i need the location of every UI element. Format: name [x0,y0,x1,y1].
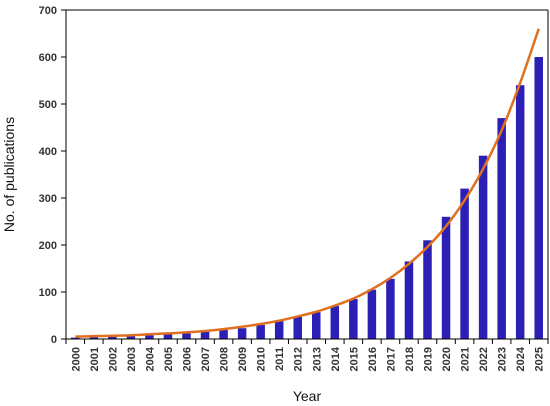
bar [497,118,506,339]
y-tick-label: 300 [39,193,57,205]
bar [182,333,191,339]
axes-layer [65,9,549,340]
y-tick-label: 100 [39,287,57,299]
bar [478,155,488,339]
x-tick-label: 2023 [497,347,509,371]
y-tick-label: 600 [39,52,57,64]
x-tick-label: 2009 [237,347,249,371]
trend-line [75,28,540,338]
x-tick-label: 2017 [385,347,397,371]
bar [367,289,377,339]
x-tick-label: 2008 [219,347,231,371]
bar [404,261,414,339]
y-tick-label: 400 [39,146,57,158]
x-tick-label: 2014 [330,346,342,371]
y-tick-label: 0 [51,334,57,346]
x-tick-label: 2007 [200,347,212,371]
bar [441,216,451,339]
bar [349,299,358,339]
bar [312,312,321,339]
x-tick-label: 2019 [423,347,435,371]
x-tick-label: 2013 [311,347,323,371]
bar [515,85,525,339]
x-tick-label: 2006 [182,347,194,371]
bar [534,57,543,339]
bar [89,337,99,339]
y-ticks: 0 100 200 300 400 500 600 700 [39,5,66,346]
x-tick-label: 2002 [107,347,119,371]
bar [200,331,210,339]
y-axis-title: No. of publications [1,117,17,232]
x-tick-label: 2012 [293,347,305,371]
x-tick-label: 2004 [144,346,156,371]
bars-layer [71,57,543,339]
x-ticks: 2000 2001 2002 2003 2004 2005 2006 2007 2008 2009… [65,339,549,371]
bar [108,336,117,339]
bar [219,330,228,339]
trend-layer [75,28,540,338]
bar [145,335,154,339]
x-tick-label: 2018 [404,347,416,371]
bar [237,328,247,339]
x-tick-label: 2010 [256,347,268,371]
x-tick-label: 2015 [348,347,360,371]
x-tick-label: 2003 [126,347,138,371]
x-tick-label: 2001 [89,347,101,371]
x-tick-label: 2016 [367,347,379,371]
bar [293,316,302,339]
x-tick-label: 2020 [441,347,453,371]
x-axis-title: Year [293,388,322,404]
bar [256,324,265,339]
y-tick-label: 500 [39,99,57,111]
bar [423,240,432,339]
x-tick-label: 2022 [478,347,490,371]
bar [126,336,136,339]
bar [274,321,284,339]
y-tick-label: 200 [39,240,57,252]
x-tick-label: 2021 [460,347,472,371]
y-tick-label: 700 [39,5,57,17]
x-tick-label: 2025 [534,347,546,371]
bar [460,188,469,339]
bar [71,337,80,339]
bar [330,306,340,339]
x-tick-label: 2000 [70,347,82,371]
bar [163,334,173,339]
x-tick-label: 2024 [515,346,527,371]
bar [386,278,395,339]
x-tick-label: 2011 [274,347,286,371]
x-tick-label: 2005 [163,347,175,371]
